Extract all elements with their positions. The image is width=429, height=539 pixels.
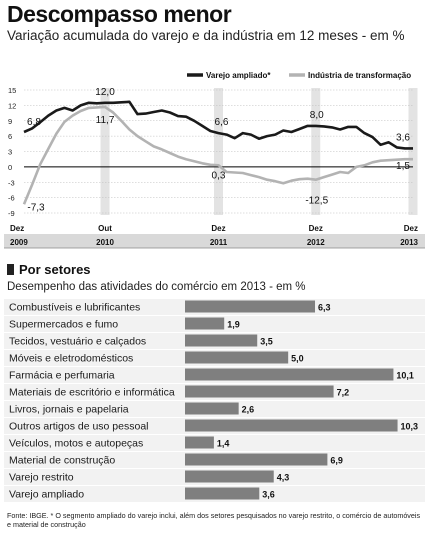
bar-2 — [185, 334, 258, 347]
bar-category-label-1: Supermercados e fumo — [9, 319, 118, 331]
bar-4 — [185, 368, 394, 381]
bar-category-label-3: Móveis e eletrodomésticos — [9, 353, 133, 365]
bar-3 — [185, 351, 289, 364]
y-tick-label-2: 9 — [8, 117, 12, 126]
bar-category-label-6: Livros, jornais e papelaria — [9, 404, 129, 416]
annotation-label-9: -7,3 — [27, 202, 45, 213]
x-tick-year-1: 2010 — [96, 238, 114, 247]
annotation-label-1: 12,0 — [95, 87, 115, 98]
section-marker-icon — [7, 264, 14, 275]
bar-5 — [185, 385, 334, 398]
bar-1 — [185, 317, 225, 330]
x-tick-month-0: Dez — [10, 224, 24, 233]
bar-value-label-5: 7,2 — [337, 388, 350, 398]
highlight-column-3 — [408, 88, 418, 215]
annotation-label-5: 8,0 — [310, 110, 324, 121]
x-tick-month-1: Out — [98, 224, 112, 233]
bar-0 — [185, 300, 316, 313]
bar-9 — [185, 453, 328, 466]
legend-label-industria: Indústria de transformação — [308, 71, 411, 80]
bar-value-label-7: 10,3 — [401, 422, 419, 432]
bar-value-label-10: 4,3 — [277, 473, 290, 483]
annotation-label-7: 3,6 — [396, 132, 410, 143]
x-axis-month-band — [4, 220, 425, 234]
bar-category-label-2: Tecidos, vestuário e calçados — [9, 336, 146, 348]
bar-value-label-3: 5,0 — [291, 354, 304, 364]
annotation-label-6: -12,5 — [305, 196, 328, 207]
bar-category-label-11: Varejo ampliado — [9, 489, 84, 501]
x-tick-year-2: 2011 — [210, 238, 228, 247]
bar-value-label-11: 3,6 — [262, 490, 275, 500]
bar-value-label-8: 1,4 — [217, 439, 230, 449]
page-title: Descompasso menor — [7, 1, 232, 27]
series-line-varejo — [23, 100, 413, 150]
bar-value-label-9: 6,9 — [330, 456, 343, 466]
bar-category-label-7: Outros artigos de uso pessoal — [9, 421, 149, 433]
x-axis-year-band — [4, 234, 425, 248]
legend-label-varejo: Varejo ampliado* — [206, 71, 271, 80]
y-tick-label-4: 3 — [8, 148, 12, 157]
y-tick-label-3: 6 — [8, 132, 12, 141]
x-tick-month-2: Dez — [211, 224, 225, 233]
bar-value-label-6: 2,6 — [242, 405, 255, 415]
bar-category-label-10: Varejo restrito — [9, 472, 74, 484]
annotation-label-2: 11,7 — [96, 115, 115, 126]
annotation-label-3: 6,6 — [215, 117, 229, 128]
bar-category-label-5: Materiais de escritório e informática — [9, 387, 175, 399]
bar-value-label-0: 6,3 — [318, 303, 331, 313]
bar-6 — [185, 402, 239, 415]
line-chart: 15 12 9 6 3 0 -3 -6 -9 Varejo ampliado* Indústria … — [4, 71, 425, 249]
bar-7 — [185, 419, 398, 432]
bar-category-label-9: Material de construção — [9, 455, 115, 467]
bar-section-subtitle: Desempenho das atividades do comércio em… — [7, 281, 306, 293]
bar-category-label-8: Veículos, motos e autopeças — [9, 438, 143, 450]
bar-row-bg-8 — [4, 435, 425, 451]
annotation-label-4: 0,3 — [212, 170, 226, 181]
bar-category-label-4: Farmácia e perfumaria — [9, 370, 115, 382]
bar-10 — [185, 470, 274, 483]
annotation-label-8: 1,5 — [396, 161, 410, 172]
y-tick-label-5: 0 — [8, 163, 12, 172]
footnote: Fonte: IBGE. * O segmento ampliado do va… — [7, 511, 421, 529]
x-tick-year-0: 2009 — [10, 238, 28, 247]
bar-value-label-4: 10,1 — [396, 371, 414, 381]
x-tick-year-4: 2013 — [400, 238, 418, 247]
page-subtitle: Variação acumulada do varejo e da indúst… — [7, 28, 405, 43]
bar-category-label-0: Combustíveis e lubrificantes — [9, 302, 140, 314]
x-tick-month-4: Dez — [404, 224, 418, 233]
y-tick-label-6: -3 — [8, 178, 15, 187]
y-tick-label-8: -9 — [8, 209, 15, 218]
bar-11 — [185, 487, 260, 500]
highlight-column-1 — [214, 88, 223, 215]
y-tick-label-0: 15 — [8, 86, 16, 95]
bar-chart: Combustíveis e lubrificantes 6,3 Supermerc… — [4, 299, 425, 502]
bar-chart-title: Por setores — [19, 262, 91, 277]
y-tick-label-7: -6 — [8, 194, 15, 203]
x-tick-year-3: 2012 — [307, 238, 325, 247]
series-line-industria — [22, 105, 413, 205]
bar-8 — [185, 436, 214, 449]
bar-value-label-1: 1,9 — [227, 320, 240, 330]
bar-value-label-2: 3,5 — [260, 337, 273, 347]
x-tick-month-3: Dez — [309, 224, 323, 233]
y-tick-label-1: 12 — [8, 101, 16, 110]
annotation-label-0: 6,8 — [27, 117, 41, 128]
bar-section-title: Por setores — [7, 262, 91, 277]
